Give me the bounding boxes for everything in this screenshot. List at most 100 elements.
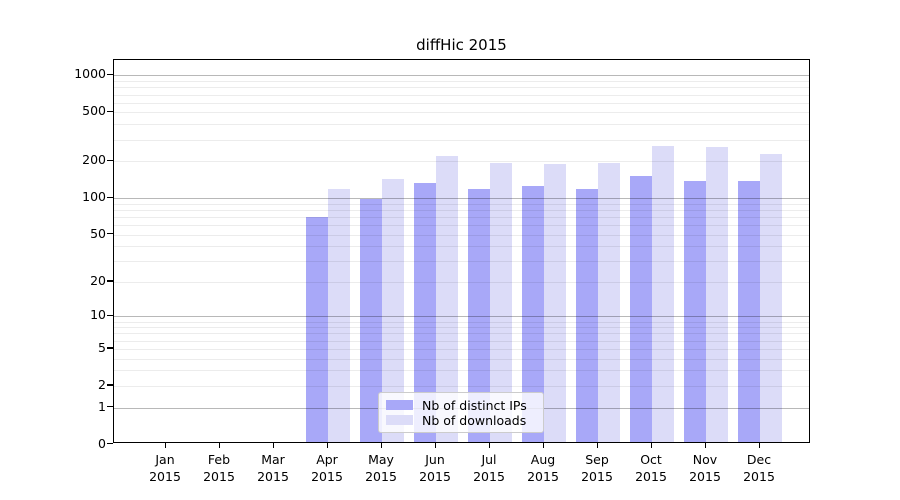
x-tick-mark-mar	[272, 443, 274, 448]
y-tick-mark-50	[107, 233, 113, 235]
bar-dec-distinct-ips	[738, 180, 760, 442]
gridline-40	[114, 246, 809, 248]
x-tick-label-sep: Sep 2015	[567, 451, 627, 485]
gridline-60	[114, 224, 809, 226]
y-tick-mark-10	[107, 314, 113, 317]
x-tick-year: 2015	[257, 469, 289, 484]
bar-nov-distinct-ips	[684, 180, 706, 442]
gridline-800	[114, 87, 809, 89]
gridline-8	[114, 327, 809, 329]
bar-sep-distinct-ips	[576, 188, 598, 442]
x-tick-label-mar: Mar 2015	[243, 451, 303, 485]
x-tick-mark-aug	[542, 443, 544, 448]
bar-oct-downloads	[652, 145, 674, 442]
x-tick-month: Jun	[425, 452, 445, 467]
gridline-2	[114, 385, 809, 387]
chart-title: diffHic 2015	[416, 36, 507, 54]
bar-sep-downloads	[598, 163, 620, 442]
x-tick-label-dec: Dec 2015	[729, 451, 789, 485]
x-tick-year: 2015	[581, 469, 613, 484]
x-tick-month: Jan	[155, 452, 175, 467]
x-tick-month: Sep	[585, 452, 609, 467]
x-tick-mark-apr	[326, 443, 328, 448]
x-tick-year: 2015	[311, 469, 343, 484]
gridline-700	[114, 94, 809, 96]
gridline-3	[114, 370, 809, 372]
x-tick-year: 2015	[689, 469, 721, 484]
x-tick-year: 2015	[149, 469, 181, 484]
x-tick-month: Mar	[261, 452, 285, 467]
x-tick-year: 2015	[203, 469, 235, 484]
plot-area	[113, 59, 810, 443]
y-tick-label-1000: 1000	[74, 66, 106, 82]
x-tick-label-jan: Jan 2015	[135, 451, 195, 485]
y-tick-mark-2	[107, 384, 113, 386]
legend-label-downloads: Nb of downloads	[422, 412, 527, 428]
gridline-200	[114, 161, 809, 163]
gridline-300	[114, 139, 809, 141]
x-tick-year: 2015	[527, 469, 559, 484]
x-tick-year: 2015	[365, 469, 397, 484]
x-tick-month: Apr	[316, 452, 338, 467]
gridline-9	[114, 321, 809, 323]
x-tick-month: Nov	[692, 452, 718, 467]
x-tick-mark-feb	[218, 443, 220, 448]
gridline-70	[114, 216, 809, 218]
y-tick-label-0: 0	[98, 435, 106, 451]
gridline-600	[114, 102, 809, 104]
x-tick-mark-sep	[596, 443, 598, 448]
y-tick-label-500: 500	[82, 103, 106, 119]
x-tick-label-apr: Apr 2015	[297, 451, 357, 485]
gridline-80	[114, 209, 809, 211]
bar-nov-downloads	[706, 147, 728, 442]
y-tick-mark-500	[107, 110, 113, 113]
gridline-4	[114, 358, 809, 360]
gridline-90	[114, 203, 809, 205]
bars-layer	[114, 60, 809, 442]
bar-apr-downloads	[328, 189, 350, 442]
x-tick-mark-jun	[434, 443, 436, 448]
y-tick-mark-5	[107, 347, 113, 349]
legend-swatch-downloads	[386, 415, 413, 425]
x-tick-label-aug: Aug 2015	[513, 451, 573, 485]
y-tick-label-2: 2	[98, 376, 106, 392]
gridline-50	[114, 234, 809, 236]
legend-label-distinct-ips: Nb of distinct IPs	[422, 397, 527, 413]
gridline-900	[114, 81, 809, 83]
x-tick-month: Aug	[530, 452, 556, 467]
x-tick-month: Oct	[640, 452, 662, 467]
y-tick-label-1: 1	[98, 398, 106, 414]
x-tick-label-may: May 2015	[351, 451, 411, 485]
grid-layer	[114, 60, 809, 442]
bar-oct-distinct-ips	[630, 175, 652, 442]
y-tick-label-20: 20	[90, 272, 106, 288]
x-tick-year: 2015	[743, 469, 775, 484]
y-tick-mark-0	[107, 443, 113, 445]
x-tick-mark-jan	[164, 443, 166, 448]
gridline-400	[114, 124, 809, 126]
x-tick-month: Dec	[746, 452, 772, 467]
x-tick-mark-oct	[650, 443, 652, 448]
gridline-20	[114, 281, 809, 283]
y-tick-mark-1000	[107, 73, 113, 76]
y-tick-mark-20	[107, 280, 113, 282]
x-tick-label-nov: Nov 2015	[675, 451, 735, 485]
y-tick-label-5: 5	[98, 339, 106, 355]
gridline-7	[114, 333, 809, 335]
y-tick-mark-100	[107, 196, 113, 198]
x-tick-month: Jul	[481, 452, 497, 467]
x-tick-label-jun: Jun 2015	[405, 451, 465, 485]
x-tick-mark-nov	[704, 443, 706, 448]
x-tick-month: May	[368, 452, 394, 467]
x-tick-mark-dec	[758, 443, 760, 448]
gridline-500	[114, 112, 809, 114]
y-tick-mark-1	[107, 406, 113, 408]
y-tick-mark-200	[107, 159, 113, 161]
legend: Nb of distinct IPs Nb of downloads	[378, 392, 544, 433]
gridline-10	[114, 316, 809, 318]
bar-dec-downloads	[760, 153, 782, 442]
y-tick-label-50: 50	[90, 225, 106, 241]
legend-swatch-distinct-ips	[386, 400, 413, 410]
x-tick-year: 2015	[419, 469, 451, 484]
x-tick-year: 2015	[635, 469, 667, 484]
